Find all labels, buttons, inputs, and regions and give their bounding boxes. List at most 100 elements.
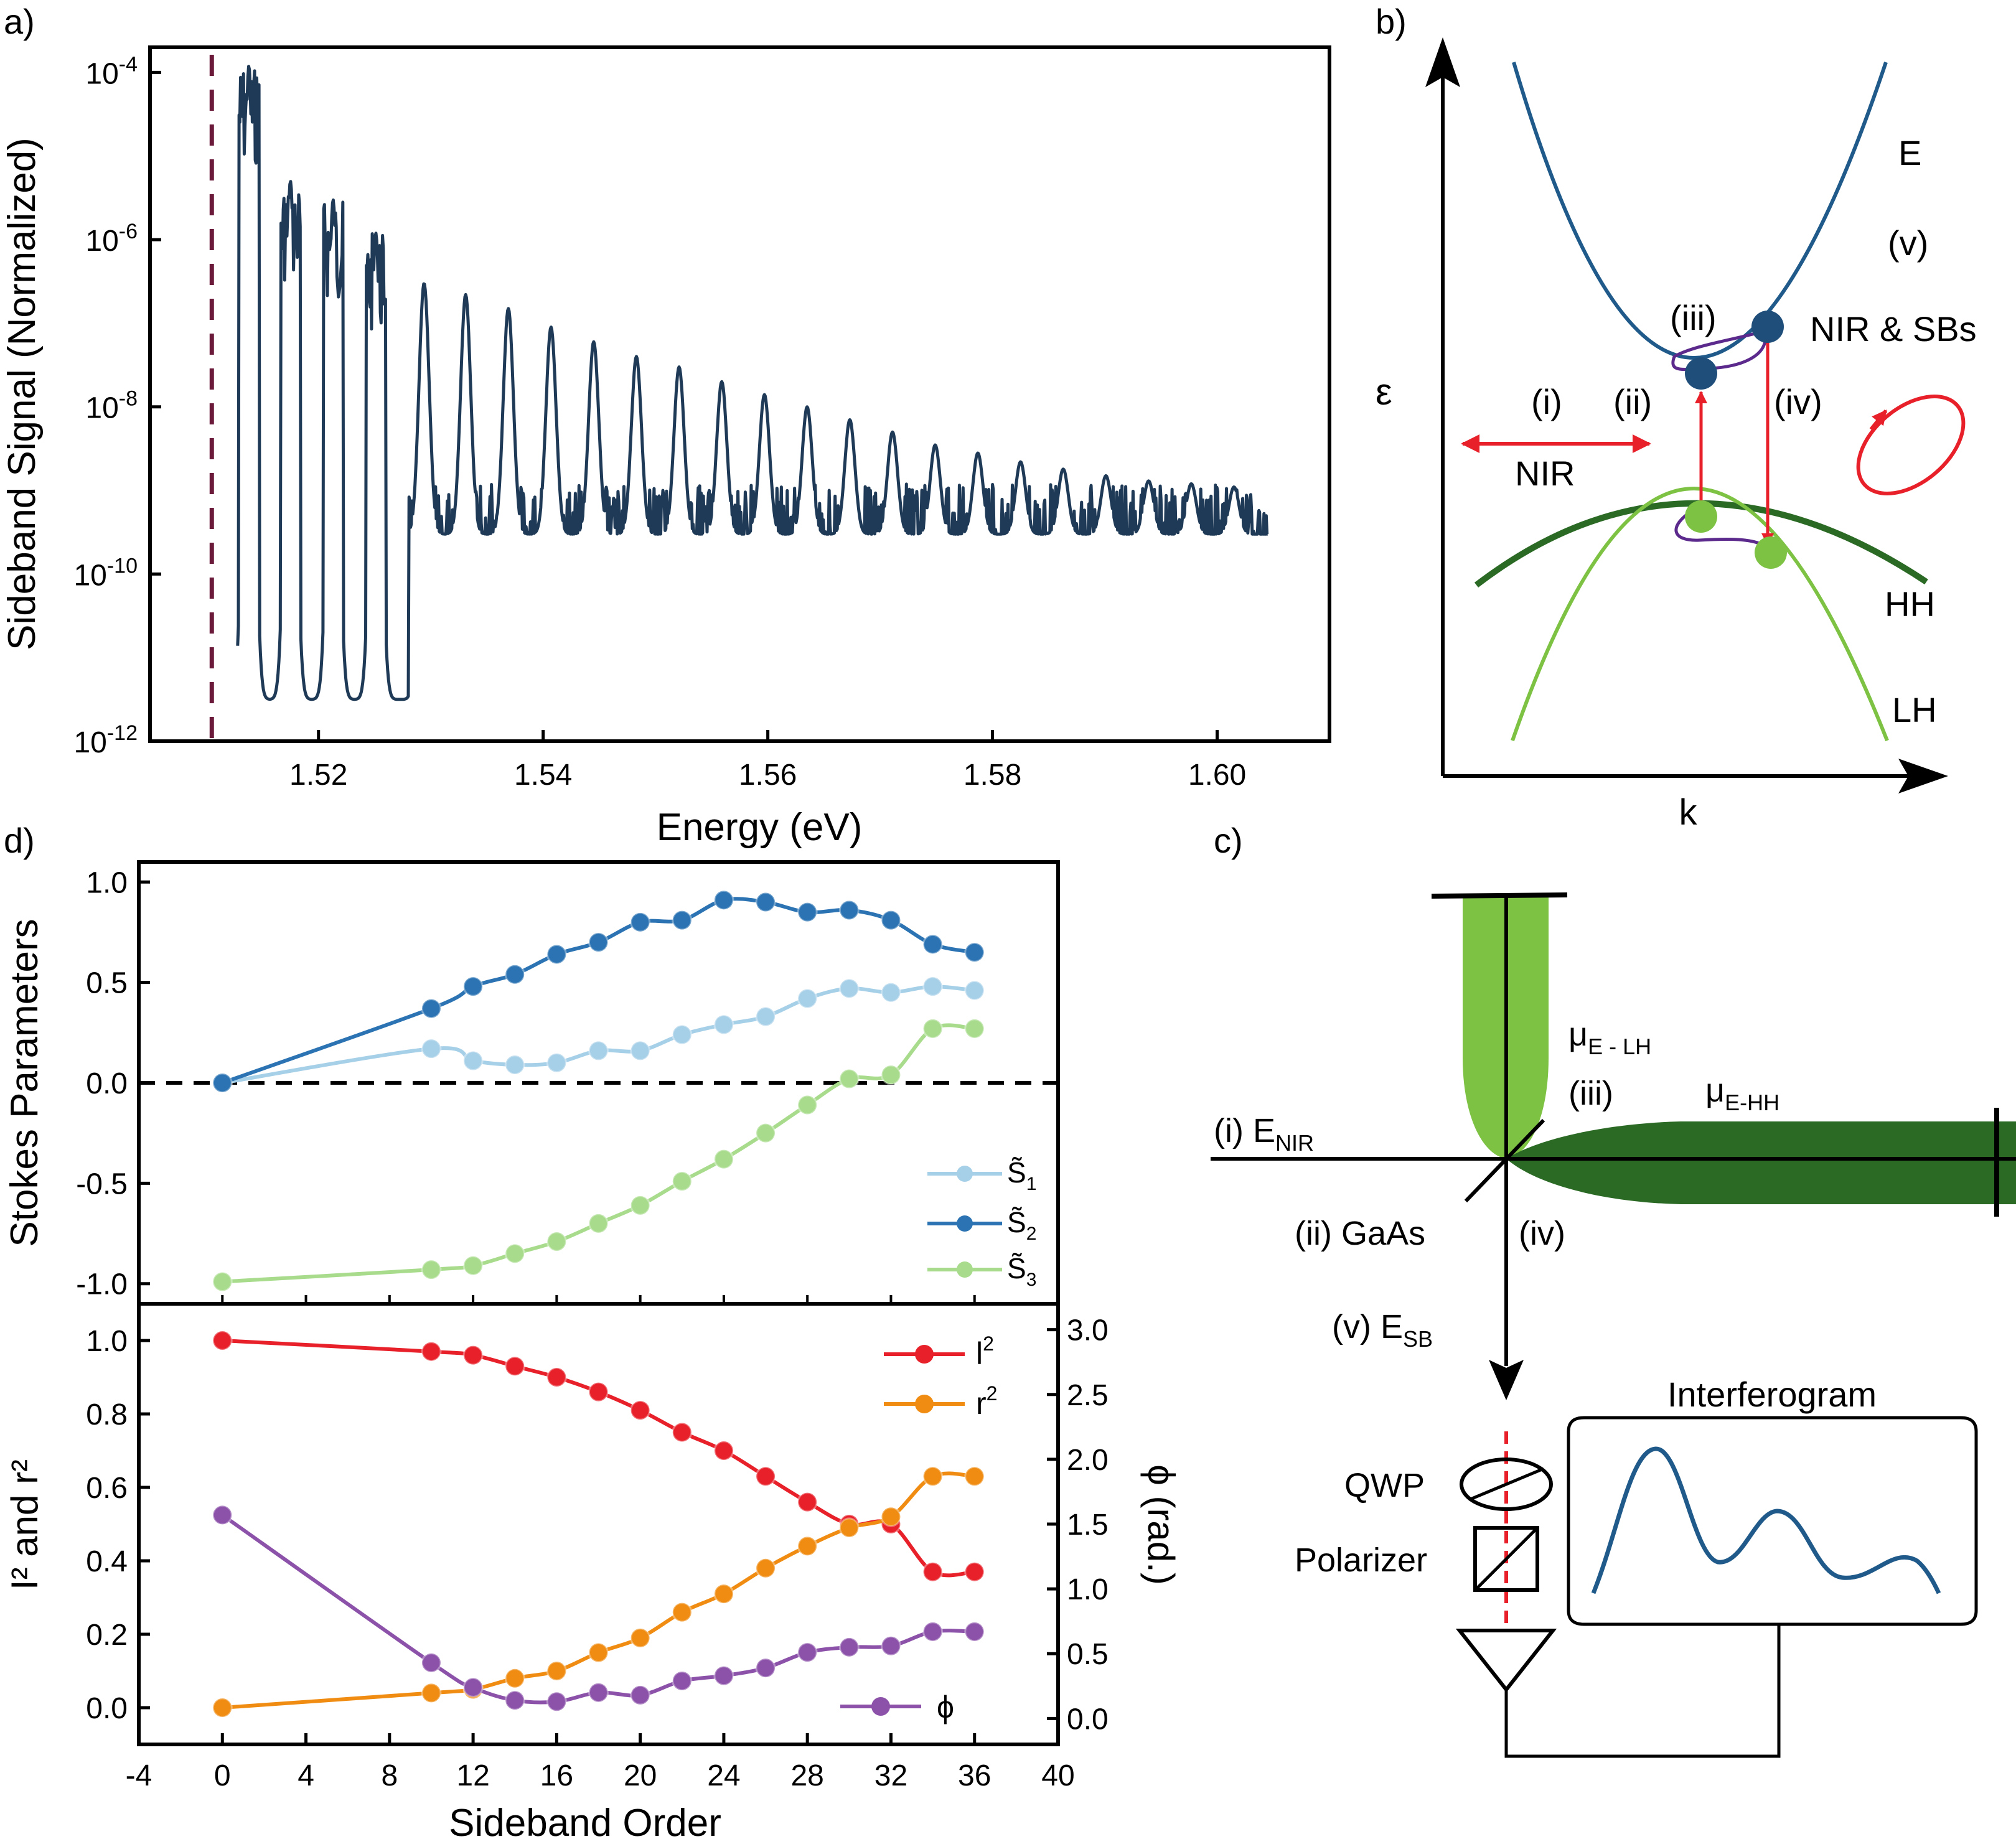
qwp-label: QWP [1344, 1467, 1425, 1504]
y-axis-label: Sideband Signal (Normalized) [1, 138, 44, 650]
data-point [212, 1697, 233, 1718]
detector-cable [1504, 1624, 1781, 1758]
detector-icon [1455, 1629, 1557, 1693]
data-point [630, 1627, 651, 1649]
lh-end-bar [1431, 892, 1568, 899]
y-tick-label: 0.6 [86, 1472, 128, 1505]
data-point [838, 978, 860, 999]
hh-dipole-lobe [1506, 1121, 2016, 1204]
legend-phi-label: ϕ [937, 1690, 954, 1724]
y-tick-label: 0.2 [86, 1619, 128, 1652]
x-tick-label: 0 [214, 1759, 231, 1792]
x-tick-label: 1.60 [1188, 759, 1246, 792]
data-point [588, 1642, 609, 1663]
data-point [588, 1213, 609, 1234]
data-point [546, 1367, 567, 1388]
data-point [713, 1583, 734, 1604]
mu-e-lh-label: μE - LH [1568, 1016, 1651, 1059]
y-tick-label-right: 1.5 [1067, 1509, 1109, 1542]
data-point [504, 1668, 525, 1689]
data-point [755, 1657, 776, 1678]
legend-r2: r2 [884, 1382, 997, 1421]
data-point [672, 1602, 693, 1623]
data-point [880, 910, 901, 931]
data-point [421, 1682, 442, 1703]
data-point [880, 1506, 901, 1527]
series-line-2 [221, 1513, 975, 1705]
x-tick-label: 24 [707, 1759, 740, 1792]
energy-axis-arrowhead [1425, 37, 1460, 87]
data-point [755, 1123, 776, 1144]
data-point [964, 980, 985, 1001]
data-point [421, 1652, 442, 1673]
data-point [421, 1259, 442, 1280]
hole-loop [1674, 508, 1769, 550]
y-tick-label: 0.0 [86, 1692, 128, 1725]
data-point [964, 1466, 985, 1487]
x-tick-label: 1.54 [514, 759, 572, 792]
panel-d-label: d) [4, 821, 35, 860]
data-point [630, 1685, 651, 1706]
bottom-right-y-ticks: 0.0 0.5 1.0 1.5 2.0 2.5 3.0 [1047, 1314, 1109, 1736]
data-point [462, 976, 484, 997]
y-tick-label-right: 1.0 [1067, 1573, 1109, 1606]
step-iii-label: (iii) [1568, 1075, 1613, 1112]
series-line-0 [222, 1339, 975, 1578]
stokes-series [212, 889, 985, 1292]
energy-axis-label: ε [1376, 371, 1392, 413]
step-v-label: (v) [1888, 223, 1928, 263]
svg-text:r2: r2 [976, 1382, 997, 1421]
data-point [212, 1330, 233, 1351]
electron-dot-1 [1685, 357, 1717, 390]
data-point [755, 1006, 776, 1027]
data-point [672, 1024, 693, 1046]
data-point [797, 1642, 818, 1663]
data-point [462, 1677, 484, 1698]
x-tick-label: 28 [790, 1759, 823, 1792]
data-point [630, 1400, 651, 1421]
svg-text:S̃2: S̃2 [1007, 1206, 1036, 1244]
panel-b-band-diagram: b) ε k E (v) (iii) NIR & SBs (i) (ii) ( [1376, 2, 1977, 833]
series-line-1 [222, 897, 975, 1085]
svg-text:l2: l2 [976, 1332, 994, 1371]
gaas-label: (ii) GaAs [1295, 1215, 1425, 1252]
data-point [504, 1054, 525, 1075]
lr-y-axis-label: I² and r² [4, 1459, 45, 1590]
mu-e-hh-label: μE-HH [1705, 1072, 1779, 1115]
data-point [797, 902, 818, 923]
polarizer-diagonal [1474, 1527, 1539, 1591]
data-point [880, 1064, 901, 1085]
top-y-ticks: -1.0 -0.5 0.0 0.5 1.0 [76, 866, 150, 1301]
polarization-ellipse [1856, 395, 1966, 495]
y-tick-label: 0.4 [86, 1545, 128, 1578]
panel-a-frame [148, 45, 1331, 743]
series-line-0 [222, 985, 975, 1085]
x-tick-label: -4 [126, 1759, 152, 1792]
series-line-1 [222, 1471, 975, 1710]
y-tick-label-right: 0.0 [1067, 1703, 1109, 1736]
spectrum-trace [236, 65, 1269, 701]
data-point [672, 910, 693, 931]
legend-s1: S̃1 [927, 1156, 1036, 1194]
panel-c-label: c) [1214, 821, 1243, 860]
x-axis-ticks: -4 0 4 8 12 16 20 24 28 32 36 40 [126, 1295, 1075, 1792]
data-point [922, 1018, 944, 1039]
x-tick-label: 8 [381, 1759, 398, 1792]
y-tick-label-right: 2.5 [1067, 1379, 1109, 1412]
data-point [546, 1052, 567, 1074]
electron-loop [1671, 329, 1767, 372]
data-point [546, 1691, 567, 1712]
data-point [880, 1635, 901, 1657]
legend-s3-label: S̃ [1007, 1252, 1026, 1284]
panel-c-setup: c) μE - LH (iii) μE-HH (i) ENIR (ii) GaA… [1211, 821, 2016, 1758]
data-point [504, 1243, 525, 1264]
data-point [588, 932, 609, 953]
step-iv-label: (iv) [1519, 1215, 1565, 1252]
y-tick-label: 0.5 [86, 967, 128, 1000]
interferogram-trace [1591, 1446, 1941, 1594]
y-tick-label: 10-10 [73, 554, 138, 592]
legend-s3: S̃3 [927, 1252, 1036, 1290]
data-point [588, 1382, 609, 1403]
legend-l2-sup: 2 [983, 1332, 994, 1355]
